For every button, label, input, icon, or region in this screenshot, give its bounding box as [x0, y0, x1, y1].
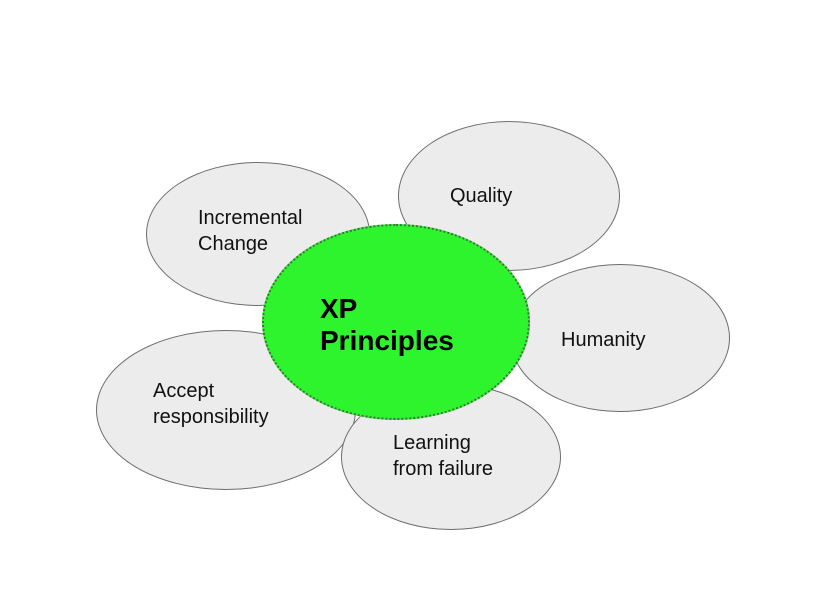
- petal-learning-from-failure-label: Learning from failure: [393, 432, 494, 480]
- center-circle: [262, 224, 530, 420]
- petal-humanity: [510, 264, 730, 412]
- petal-humanity-label: Humanity: [561, 329, 646, 351]
- petal-quality-label: Quality: [450, 185, 513, 207]
- petal-incremental-change-label: Incremental Change: [198, 207, 303, 255]
- center-label: XP Principles: [320, 293, 454, 356]
- petal-accept-responsibility-label: Accept responsibility: [153, 380, 269, 428]
